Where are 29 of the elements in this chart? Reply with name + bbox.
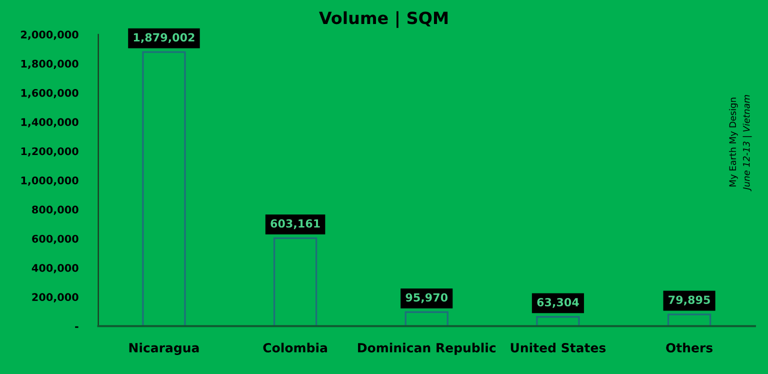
y-tick-label: 1,200,000 — [21, 147, 78, 157]
y-tick-label: 2,000,000 — [21, 30, 78, 40]
x-tick-label: Others — [666, 342, 712, 352]
x-tick-label: Nicaragua — [129, 342, 199, 355]
annotation: My Earth My Design — [729, 98, 738, 186]
bar — [142, 51, 186, 326]
bar — [404, 311, 448, 326]
annotation: June 12-13 | Vietnam — [742, 95, 752, 192]
y-tick-label: 800,000 — [32, 206, 78, 215]
bar — [667, 314, 712, 326]
y-tick-label: 400,000 — [32, 264, 78, 274]
y-tick-label: 1,600,000 — [21, 88, 78, 98]
data-label: 1,879,002 — [134, 33, 194, 43]
data-label: 79,895 — [668, 296, 710, 306]
chart-title: Volume | SQM — [319, 11, 448, 28]
y-tick-label: 1,400,000 — [21, 118, 78, 128]
data-label: 63,304 — [537, 298, 579, 308]
x-tick-label: United States — [510, 342, 606, 352]
y-tick-label: - — [75, 326, 78, 328]
y-tick-label: 1,800,000 — [21, 60, 78, 70]
data-label: 603,161 — [270, 219, 320, 230]
data-label: 95,970 — [406, 293, 448, 304]
bar — [273, 237, 318, 326]
x-tick-label: Dominican Republic — [358, 342, 496, 355]
y-tick-label: 200,000 — [32, 293, 78, 302]
bar — [536, 316, 580, 326]
x-tick-label: Colombia — [263, 342, 327, 352]
y-tick-label: 600,000 — [32, 234, 78, 244]
y-tick-label: 1,000,000 — [21, 176, 78, 186]
